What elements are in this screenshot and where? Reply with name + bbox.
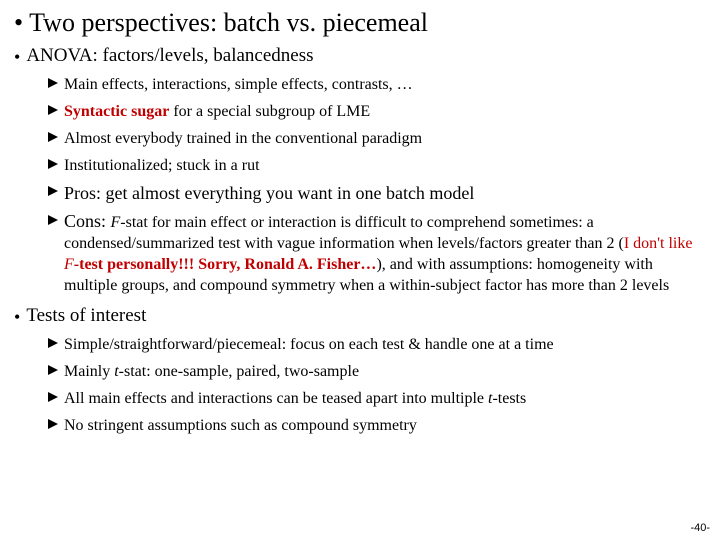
tests-heading: Tests of interest — [26, 304, 146, 328]
anova-heading-row: • ANOVA: factors/levels, balancedness — [14, 44, 706, 68]
anova-heading: ANOVA: factors/levels, balancedness — [26, 44, 313, 68]
cons-c: -test personally!!! Sorry, Ronald A. Fis… — [74, 256, 377, 273]
list-item: Institutionalized; stuck in a rut — [48, 155, 706, 176]
c-post: -tests — [492, 390, 526, 407]
slide-title: Two perspectives: batch vs. piecemeal — [29, 8, 428, 38]
anova-item-2: Almost everybody trained in the conventi… — [64, 128, 422, 149]
F-letter: F — [111, 214, 121, 231]
F-letter-2: F — [64, 256, 74, 273]
bullet-icon: • — [14, 306, 20, 328]
arrow-icon — [48, 78, 58, 88]
arrow-icon — [48, 105, 58, 115]
list-item: No stringent assumptions such as compoun… — [48, 415, 706, 436]
c-pre: All main effects and interactions can be… — [64, 390, 488, 407]
anova-item-3: Institutionalized; stuck in a rut — [64, 155, 260, 176]
b-mid: -stat: one-sample, paired, two-sample — [119, 363, 359, 380]
tests-item-b: Mainly t-stat: one-sample, paired, two-s… — [64, 361, 359, 382]
arrow-icon — [48, 159, 58, 169]
list-item: Mainly t-stat: one-sample, paired, two-s… — [48, 361, 706, 382]
tests-item-c: All main effects and interactions can be… — [64, 388, 526, 409]
arrow-icon — [48, 419, 58, 429]
list-item: Simple/straightforward/piecemeal: focus … — [48, 334, 706, 355]
tests-item-d: No stringent assumptions such as compoun… — [64, 415, 417, 436]
cons-lead: Cons: — [64, 211, 111, 231]
list-item-pros: Pros: get almost everything you want in … — [48, 182, 706, 205]
anova-cons: Cons: F-stat for main effect or interact… — [64, 211, 706, 296]
cons-a: -stat for main effect or interaction is … — [64, 214, 624, 252]
anova-item-1: Syntactic sugar for a special subgroup o… — [64, 101, 370, 122]
list-item: Main effects, interactions, simple effec… — [48, 74, 706, 95]
cons-b: I don't like — [624, 235, 693, 252]
arrow-icon — [48, 132, 58, 142]
arrow-icon — [48, 365, 58, 375]
title-row: • Two perspectives: batch vs. piecemeal — [14, 8, 706, 38]
b-pre: Mainly — [64, 363, 114, 380]
slide: • Two perspectives: batch vs. piecemeal … — [0, 0, 720, 540]
syntactic-sugar: Syntactic sugar — [64, 103, 169, 120]
anova-item-0: Main effects, interactions, simple effec… — [64, 74, 413, 95]
arrow-icon — [48, 215, 58, 225]
list-item: All main effects and interactions can be… — [48, 388, 706, 409]
bullet-icon: • — [14, 10, 23, 36]
sugar-rest: for a special subgroup of LME — [169, 103, 370, 120]
list-item-cons: Cons: F-stat for main effect or interact… — [48, 211, 706, 296]
list-item: Almost everybody trained in the conventi… — [48, 128, 706, 149]
tests-heading-row: • Tests of interest — [14, 304, 706, 328]
anova-pros: Pros: get almost everything you want in … — [64, 182, 474, 205]
page-number: -40- — [690, 522, 710, 534]
arrow-icon — [48, 186, 58, 196]
arrow-icon — [48, 392, 58, 402]
list-item: Syntactic sugar for a special subgroup o… — [48, 101, 706, 122]
arrow-icon — [48, 338, 58, 348]
tests-item-a: Simple/straightforward/piecemeal: focus … — [64, 334, 554, 355]
bullet-icon: • — [14, 46, 20, 68]
